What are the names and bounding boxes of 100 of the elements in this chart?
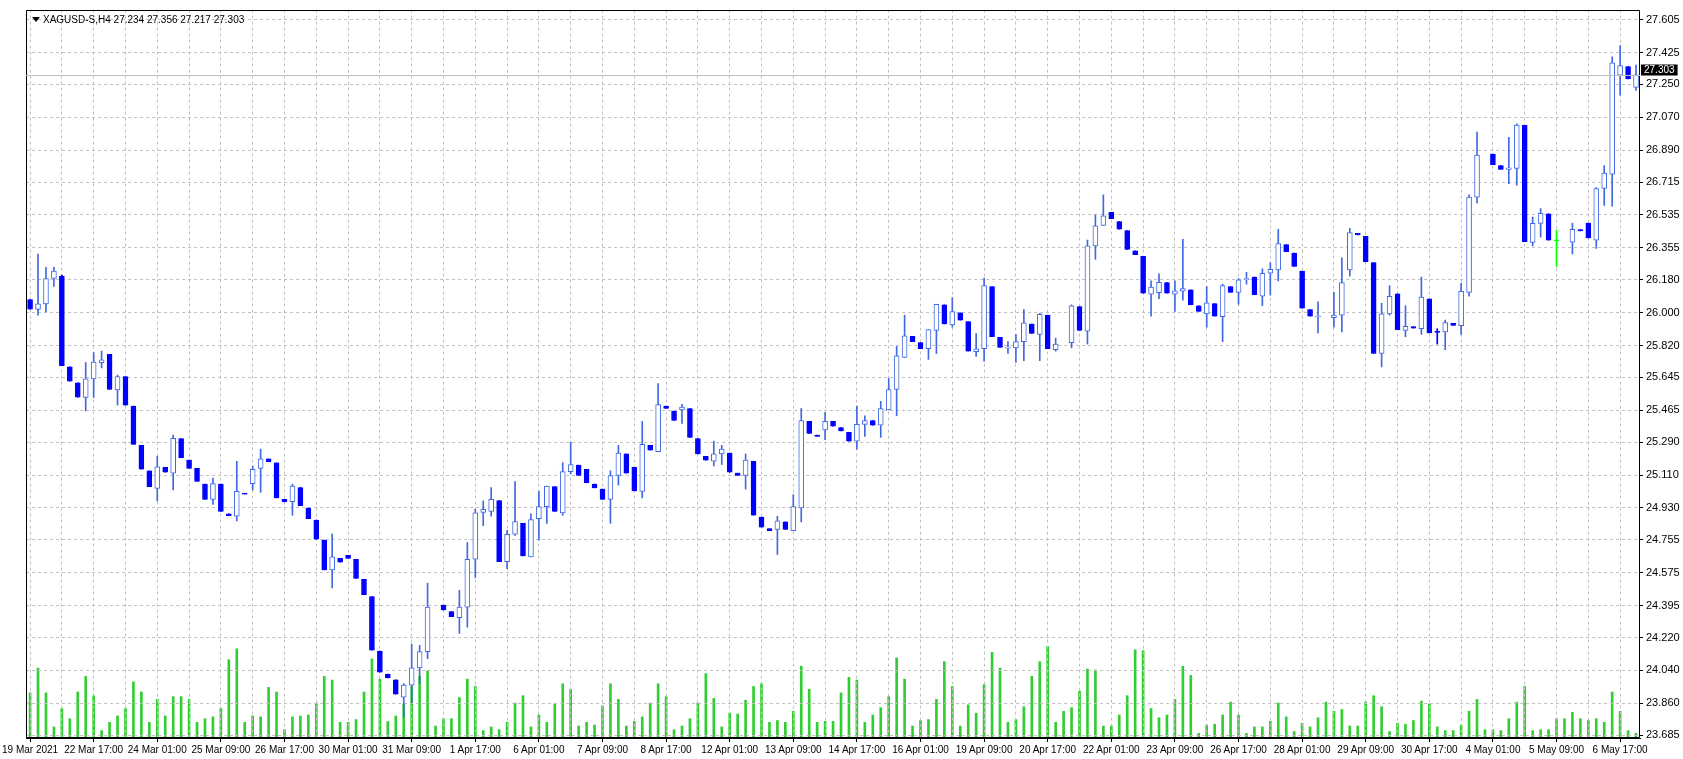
bar xyxy=(1054,722,1057,738)
y-tick-label: 25.290 xyxy=(1646,435,1680,448)
bar xyxy=(736,713,739,738)
bar xyxy=(1427,703,1431,738)
bar xyxy=(450,718,453,738)
bar xyxy=(569,688,573,738)
x-tick-label: 26 Apr 17:00 xyxy=(1210,743,1268,755)
bar xyxy=(760,683,763,738)
y-tick-label: 24.040 xyxy=(1646,663,1680,676)
y-tick-label: 24.930 xyxy=(1646,501,1680,514)
bar xyxy=(712,698,716,738)
y-tick-label: 24.395 xyxy=(1646,598,1680,611)
bar xyxy=(1412,720,1415,738)
bar xyxy=(776,720,779,738)
bar xyxy=(903,678,906,738)
bar xyxy=(601,705,604,738)
bar xyxy=(950,686,954,738)
x-tick-label: 14 Apr 17:00 xyxy=(828,743,886,755)
x-tick-label: 6 Apr 01:00 xyxy=(513,743,565,755)
bar xyxy=(1420,700,1423,738)
x-tick-label: 5 May 09:00 xyxy=(1529,743,1585,755)
candlestick xyxy=(1331,292,1337,328)
y-tick-label: 25.110 xyxy=(1646,468,1679,481)
bar xyxy=(84,676,88,738)
bar xyxy=(100,730,103,738)
bar xyxy=(1602,722,1606,738)
x-tick-label: 30 Mar 01:00 xyxy=(318,743,378,755)
ref-line-label: 27.303 xyxy=(1644,64,1676,76)
y-tick-label: 26.355 xyxy=(1646,240,1680,253)
bar xyxy=(116,715,119,738)
candlestick xyxy=(480,500,487,527)
bar xyxy=(1507,718,1511,738)
bar xyxy=(609,683,612,738)
bar xyxy=(394,715,398,738)
bar xyxy=(1253,726,1256,738)
bar xyxy=(275,691,278,738)
bar xyxy=(473,686,477,738)
bar xyxy=(1547,729,1550,738)
x-tick-label: 7 Apr 09:00 xyxy=(576,743,629,755)
bar xyxy=(561,683,565,738)
bar xyxy=(1078,690,1081,738)
bar xyxy=(1380,706,1383,738)
bar xyxy=(1435,726,1439,738)
bar xyxy=(458,697,461,738)
bar xyxy=(434,725,437,738)
chart-title: XAGUSD-S,H4 27.234 27.356 27.217 27.303 xyxy=(43,14,245,26)
bar xyxy=(1221,714,1224,738)
bar xyxy=(481,730,485,738)
candlestick xyxy=(1005,341,1011,354)
candlestick xyxy=(1617,45,1623,96)
bar xyxy=(124,708,127,738)
bar xyxy=(1284,716,1288,738)
bar xyxy=(1189,675,1193,738)
y-tick-label: 23.685 xyxy=(1646,728,1680,741)
bar xyxy=(1276,702,1280,738)
x-tick-label: 22 Apr 01:00 xyxy=(1082,743,1141,755)
bar xyxy=(1531,730,1534,738)
y-tick-label: 27.605 xyxy=(1646,12,1680,25)
bar xyxy=(807,688,811,738)
bar xyxy=(1610,691,1614,738)
y-tick-label: 24.755 xyxy=(1646,532,1680,545)
x-tick-label: 23 Apr 09:00 xyxy=(1146,743,1204,755)
y-tick-label: 26.715 xyxy=(1646,175,1680,188)
bar xyxy=(887,696,891,738)
y-tick-label: 25.645 xyxy=(1646,370,1680,383)
bar xyxy=(259,716,262,738)
x-tick-label: 13 Apr 09:00 xyxy=(764,743,823,755)
bar xyxy=(466,678,469,738)
bar xyxy=(1515,701,1519,738)
bar xyxy=(1125,695,1129,738)
bar xyxy=(426,670,429,738)
x-tick-label: 30 Apr 17:00 xyxy=(1400,743,1459,755)
bar xyxy=(1030,676,1034,738)
y-tick-label: 27.425 xyxy=(1646,45,1680,58)
x-tick-label: 6 May 17:00 xyxy=(1592,743,1649,755)
x-tick-label: 31 Mar 09:00 xyxy=(382,743,442,755)
candlestick xyxy=(512,481,518,536)
bar xyxy=(1086,668,1089,738)
bar xyxy=(879,707,883,738)
bar xyxy=(322,676,326,738)
bar xyxy=(68,718,72,738)
bar xyxy=(625,725,628,738)
bar xyxy=(553,703,557,738)
bar xyxy=(1213,723,1216,738)
bar xyxy=(640,716,644,738)
bar xyxy=(267,687,270,738)
bar xyxy=(1102,725,1105,738)
candlestick xyxy=(1172,280,1178,312)
bar xyxy=(148,722,151,738)
bar xyxy=(489,726,493,738)
x-tick-label: 22 Mar 17:00 xyxy=(64,743,124,755)
candlestick xyxy=(973,333,979,357)
y-tick-label: 26.180 xyxy=(1646,272,1680,285)
bar xyxy=(1539,729,1542,738)
candlestick xyxy=(35,253,41,316)
candlestick xyxy=(1315,301,1321,334)
x-tick-label: 24 Mar 01:00 xyxy=(127,743,188,755)
y-tick-label: 26.890 xyxy=(1646,143,1680,156)
x-tick-label: 8 Apr 17:00 xyxy=(640,743,693,755)
bar xyxy=(966,704,970,738)
